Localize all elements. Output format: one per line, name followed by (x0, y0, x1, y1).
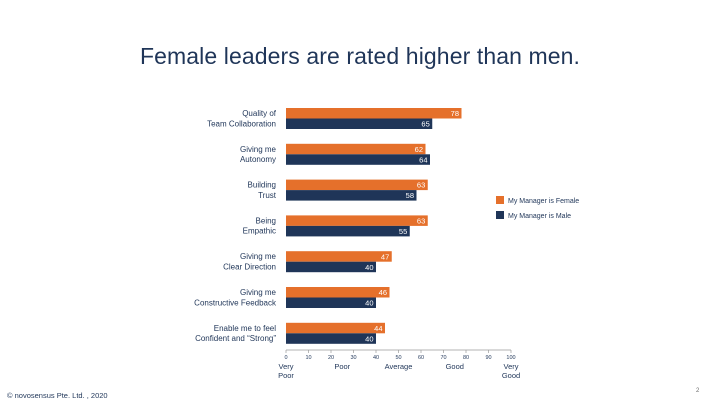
data-label: 55 (399, 227, 407, 236)
data-label: 46 (379, 288, 387, 297)
data-label: 58 (406, 191, 414, 200)
legend-swatch (496, 196, 504, 204)
bar-female (286, 179, 428, 191)
scale-label: Very Good (502, 362, 520, 380)
bar-female (286, 108, 462, 119)
x-tick-label: 60 (418, 355, 424, 361)
x-tick-label: 0 (284, 355, 287, 361)
x-tick-label: 50 (395, 355, 401, 361)
legend-label: My Manager is Female (508, 198, 579, 205)
bar-female (286, 287, 390, 298)
data-label: 40 (365, 334, 373, 343)
legend-swatch (496, 211, 504, 219)
x-tick-label: 70 (440, 355, 446, 361)
bar-female (286, 215, 428, 226)
x-tick-label: 100 (506, 355, 515, 361)
bar-female (286, 143, 426, 155)
data-label: 40 (365, 263, 373, 272)
category-label: Quality of Team Collaboration (207, 109, 277, 128)
x-tick-label: 10 (305, 355, 311, 361)
bar-male (286, 333, 376, 344)
scale-label: Average (385, 362, 413, 371)
legend-label: My Manager is Male (508, 213, 571, 220)
scale-label: Very Poor (278, 362, 294, 380)
data-label: 47 (381, 252, 389, 261)
bar-male (286, 118, 433, 129)
page-number: 2 (696, 388, 700, 394)
scale-label: Good (446, 362, 464, 371)
bar-male (286, 225, 410, 237)
bar-female (286, 251, 392, 262)
bar-male (286, 190, 417, 201)
bar-male (286, 297, 376, 308)
copyright-notice: © novosensus Pte. Ltd. , 2020 (7, 391, 108, 400)
bar-female (286, 322, 385, 334)
category-label: Giving me Constructive Feedback (194, 288, 277, 307)
category-label: Building Trust (248, 181, 277, 200)
category-label: Giving me Autonomy (240, 145, 277, 164)
data-label: 65 (421, 120, 429, 129)
category-label: Enable me to feel Confident and “Strong” (195, 324, 276, 343)
data-label: 63 (417, 216, 425, 225)
data-label: 78 (451, 109, 459, 118)
x-tick-label: 20 (328, 355, 334, 361)
bar-male (286, 154, 430, 165)
bar-male (286, 261, 376, 273)
category-label: Giving me Clear Direction (223, 252, 276, 271)
data-label: 62 (415, 145, 423, 154)
x-tick-label: 30 (350, 355, 356, 361)
data-label: 40 (365, 299, 373, 308)
slide-title: Female leaders are rated higher than men… (139, 43, 581, 69)
data-label: 64 (419, 155, 427, 164)
data-label: 44 (374, 324, 382, 333)
x-tick-label: 40 (373, 355, 379, 361)
x-tick-label: 80 (463, 355, 469, 361)
category-label: Being Empathic (243, 216, 276, 235)
x-tick-label: 90 (485, 355, 491, 361)
data-label: 63 (417, 181, 425, 190)
scale-label: Poor (334, 362, 350, 371)
